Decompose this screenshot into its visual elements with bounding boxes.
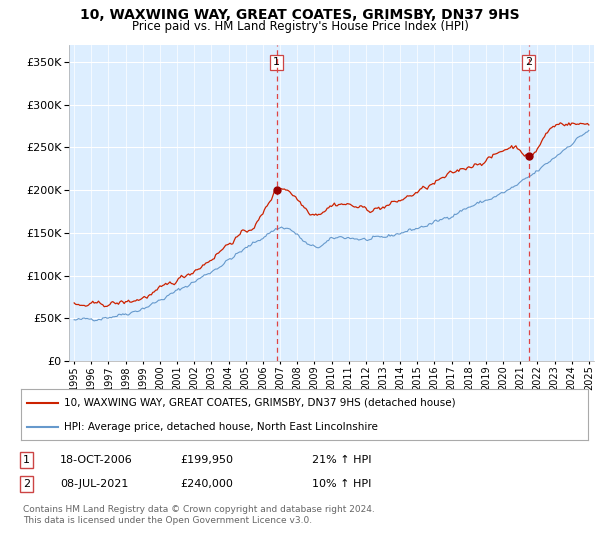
Text: 10, WAXWING WAY, GREAT COATES, GRIMSBY, DN37 9HS (detached house): 10, WAXWING WAY, GREAT COATES, GRIMSBY, … [64,398,455,408]
Text: 10, WAXWING WAY, GREAT COATES, GRIMSBY, DN37 9HS: 10, WAXWING WAY, GREAT COATES, GRIMSBY, … [80,8,520,22]
Text: 18-OCT-2006: 18-OCT-2006 [60,455,133,465]
Text: 2: 2 [525,58,532,67]
Text: 10% ↑ HPI: 10% ↑ HPI [312,479,371,489]
Text: 2: 2 [23,479,30,489]
Text: 08-JUL-2021: 08-JUL-2021 [60,479,128,489]
Text: Contains HM Land Registry data © Crown copyright and database right 2024.
This d: Contains HM Land Registry data © Crown c… [23,505,374,525]
Text: 1: 1 [23,455,30,465]
Text: £199,950: £199,950 [180,455,233,465]
Text: HPI: Average price, detached house, North East Lincolnshire: HPI: Average price, detached house, Nort… [64,422,377,432]
Text: £240,000: £240,000 [180,479,233,489]
Text: 21% ↑ HPI: 21% ↑ HPI [312,455,371,465]
Text: 1: 1 [273,58,280,67]
Text: Price paid vs. HM Land Registry's House Price Index (HPI): Price paid vs. HM Land Registry's House … [131,20,469,32]
